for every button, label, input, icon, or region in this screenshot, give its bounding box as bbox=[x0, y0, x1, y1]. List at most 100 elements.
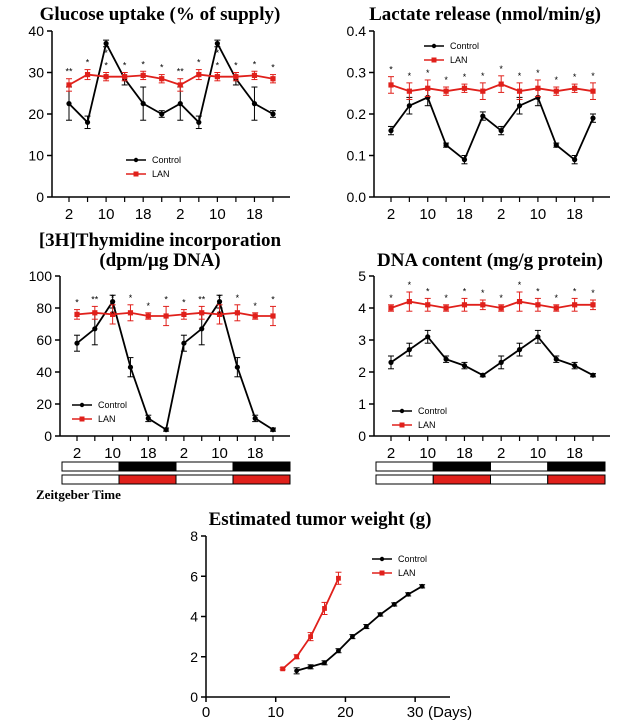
y-tick-label: 0 bbox=[358, 428, 366, 444]
data-point-lan bbox=[480, 88, 486, 94]
chart-subtitle: (dpm/µg DNA) bbox=[99, 250, 220, 271]
data-point-control bbox=[553, 356, 559, 362]
chart-title: Estimated tumor weight (g) bbox=[209, 509, 432, 530]
legend-marker bbox=[133, 157, 139, 163]
data-point-lan bbox=[443, 88, 449, 94]
data-point-control bbox=[480, 372, 486, 378]
significance-star: * bbox=[426, 68, 430, 78]
data-point-lan bbox=[553, 305, 559, 311]
series-line-lan bbox=[390, 83, 594, 93]
data-point-control bbox=[140, 101, 146, 107]
x-tick-label: 18 bbox=[456, 445, 473, 462]
y-tick-label: 6 bbox=[190, 568, 198, 584]
significance-star: * bbox=[236, 293, 240, 303]
data-point-lan bbox=[122, 74, 128, 80]
data-point-lan bbox=[425, 302, 431, 308]
data-point-control bbox=[163, 427, 169, 433]
data-point-lan bbox=[280, 666, 286, 672]
data-point-lan bbox=[294, 654, 300, 660]
light-dark-bar-lan bbox=[375, 474, 606, 485]
x-tick-label: 10 bbox=[98, 206, 115, 223]
legend-label: Control bbox=[418, 406, 447, 416]
chart-title: Glucose uptake (% of supply) bbox=[40, 4, 281, 25]
significance-star: * bbox=[426, 286, 430, 296]
legend-marker bbox=[379, 556, 385, 562]
data-point-lan bbox=[159, 76, 165, 82]
significance-star: * bbox=[463, 72, 467, 82]
y-tick-label: 4 bbox=[190, 609, 198, 625]
legend-label: Control bbox=[398, 554, 427, 564]
data-point-control bbox=[251, 101, 258, 107]
significance-star: * bbox=[499, 64, 503, 74]
significance-star: * bbox=[389, 293, 393, 303]
x-tick-label: 18 bbox=[566, 206, 583, 223]
significance-star: * bbox=[555, 293, 559, 303]
significance-star: * bbox=[481, 71, 485, 81]
data-point-control bbox=[572, 157, 578, 163]
x-tick-label: 2 bbox=[387, 206, 395, 223]
y-tick-label: 80 bbox=[36, 300, 52, 316]
significance-star: ** bbox=[91, 294, 99, 304]
chart-lactate: Lactate release (nmol/min/g) 0.0 0.1 0.2 0.3… bbox=[347, 4, 610, 223]
data-point-control bbox=[66, 101, 72, 107]
dark-phase-segment bbox=[547, 461, 606, 472]
data-point-lan bbox=[535, 85, 541, 91]
significance-star: * bbox=[141, 59, 145, 69]
data-point-lan bbox=[480, 302, 486, 308]
y-tick-label: 2 bbox=[190, 649, 198, 665]
data-point-lan bbox=[196, 71, 202, 78]
data-point-lan bbox=[270, 76, 276, 82]
significance-star: * bbox=[444, 293, 448, 303]
chart-tumor: Estimated tumor weight (g) 0 2 4 6 8 0 10 20 30 (D… bbox=[190, 509, 472, 721]
data-point-lan bbox=[234, 310, 240, 316]
chart-thymidine: [3H]Thymidine incorporation(dpm/µg DNA) 0… bbox=[29, 230, 290, 462]
y-tick-label: 40 bbox=[36, 364, 52, 380]
data-point-control bbox=[196, 119, 202, 125]
data-point-control bbox=[336, 648, 341, 654]
data-point-lan bbox=[177, 82, 183, 88]
data-point-control bbox=[425, 334, 431, 340]
significance-star: * bbox=[129, 293, 133, 303]
zeitgeber-time-label: Zeitgeber Time bbox=[36, 487, 121, 502]
dark-phase-segment bbox=[118, 474, 177, 485]
series-line-control bbox=[68, 40, 274, 125]
legend-label: Control bbox=[450, 41, 479, 51]
data-point-lan bbox=[163, 313, 169, 319]
x-tick-label: 10 bbox=[209, 206, 226, 223]
data-point-control bbox=[443, 142, 449, 148]
x-tick-label: 10 bbox=[419, 206, 436, 223]
x-tick-label: 18 bbox=[135, 206, 152, 223]
significance-star: * bbox=[536, 286, 540, 296]
y-tick-label: 3 bbox=[358, 332, 366, 348]
y-tick-label: 20 bbox=[28, 106, 44, 122]
y-tick-label: 0.1 bbox=[347, 148, 367, 164]
significance-star: * bbox=[234, 61, 238, 71]
x-tick-label: 30 bbox=[407, 704, 424, 721]
data-point-control bbox=[308, 664, 313, 670]
y-tick-label: 0.4 bbox=[347, 23, 367, 39]
data-point-lan bbox=[461, 85, 468, 91]
x-tick-label: 10 bbox=[419, 445, 436, 462]
light-phase-segment bbox=[61, 461, 120, 472]
light-phase-segment bbox=[375, 461, 434, 472]
light-phase-segment bbox=[490, 474, 549, 485]
significance-star: * bbox=[408, 71, 412, 81]
y-tick-label: 8 bbox=[190, 528, 198, 544]
significance-star: * bbox=[518, 280, 522, 290]
data-point-control bbox=[322, 660, 327, 666]
data-point-control bbox=[461, 363, 468, 369]
series-line-lan bbox=[76, 311, 273, 317]
significance-star: * bbox=[253, 59, 257, 69]
y-tick-label: 1 bbox=[358, 396, 366, 412]
data-point-lan bbox=[127, 310, 134, 316]
data-point-control bbox=[74, 340, 80, 346]
legend-marker bbox=[379, 570, 385, 576]
light-phase-segment bbox=[175, 474, 234, 485]
significance-star: * bbox=[111, 293, 115, 303]
data-point-lan bbox=[270, 313, 276, 319]
data-point-control bbox=[419, 583, 425, 589]
dark-phase-segment bbox=[547, 474, 606, 485]
significance-star: * bbox=[123, 61, 127, 71]
data-point-control bbox=[461, 157, 468, 163]
